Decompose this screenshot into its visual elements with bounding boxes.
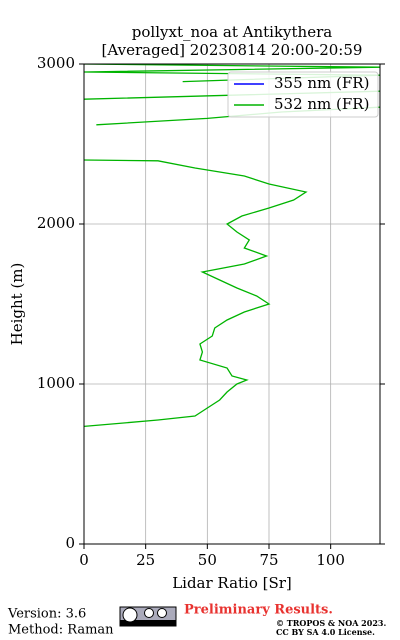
- x-axis-label: Lidar Ratio [Sr]: [172, 574, 292, 592]
- y-tick-label: 2000: [37, 214, 75, 232]
- axes-frame: [83, 63, 381, 545]
- cc-badge: [119, 606, 177, 627]
- y-tick-label: 1000: [37, 374, 75, 392]
- method: Method: Raman: [8, 623, 114, 638]
- legend-box: [227, 71, 379, 118]
- y-axis-label: Height (m): [8, 263, 26, 346]
- y-tick-label: 3000: [37, 54, 75, 72]
- plot-area: [83, 63, 380, 545]
- chart-title: pollyxt_noa at Antikythera: [132, 23, 332, 41]
- copyright: © TROPOS & NOA 2023.: [276, 618, 386, 628]
- x-tick-label: 100: [316, 551, 345, 569]
- x-tick-label: 75: [259, 551, 278, 569]
- license: CC BY SA 4.0 License.: [276, 627, 375, 637]
- legend-label: 355 nm (FR): [274, 74, 369, 92]
- version: Version: 3.6: [7, 607, 86, 622]
- x-tick-label: 0: [79, 551, 89, 569]
- chart-subtitle: [Averaged] 20230814 20:00-20:59: [102, 41, 363, 59]
- legend-label: 532 nm (FR): [274, 95, 369, 113]
- y-tick-label: 0: [65, 534, 75, 552]
- x-tick-label: 25: [136, 551, 155, 569]
- preliminary: Preliminary Results.: [184, 603, 333, 618]
- series-line: [84, 64, 380, 428]
- x-tick-label: 50: [198, 551, 217, 569]
